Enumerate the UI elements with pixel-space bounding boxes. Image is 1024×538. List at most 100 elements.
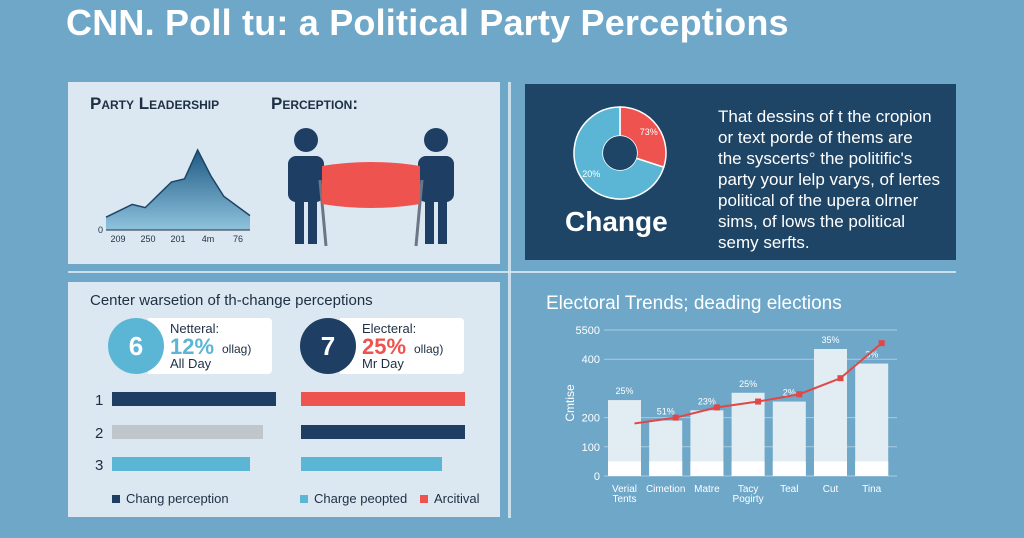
trend-bar-base [855, 461, 889, 476]
change-text-line: or text porde of thems are [718, 128, 913, 147]
legend-item-charge-peopted: Charge peopted [300, 491, 407, 506]
change-text-line: the syscerts° the politific's [718, 149, 913, 168]
stat-card-electoral: Electeral: 25% ollag) Mr Day 7 [300, 318, 464, 374]
bar-value-label: 25% [615, 386, 633, 396]
x-category-label: Cimetion [646, 484, 685, 495]
trend-bar-base [772, 461, 806, 476]
trend-bar [855, 363, 889, 476]
legend-swatch [300, 495, 308, 503]
stat-number-badge: 6 [108, 318, 164, 374]
change-donut-chart: 73% 20% [573, 106, 667, 200]
stat-number-badge: 7 [300, 318, 356, 374]
change-text-line: sims, of lows the political [718, 212, 906, 231]
y-tick-label: 100 [582, 442, 600, 454]
row-label: 3 [95, 457, 104, 474]
trend-bar-base [608, 461, 641, 476]
two-people-holding-banner-icon [288, 128, 454, 247]
x-category-label: Matre [694, 484, 720, 495]
x-category-label: Tina [862, 484, 882, 495]
change-label: Change [565, 206, 668, 237]
trend-bar-base [814, 461, 847, 476]
perception-bar-left [112, 457, 250, 471]
stat-suffix: ollag) [414, 342, 444, 356]
y-axis-label: Cmtise [563, 384, 577, 422]
trend-line-marker [755, 398, 762, 405]
leadership-panel: Party Leadership Perception: 0 209 250 201 4… [68, 82, 500, 264]
area-series-line [105, 148, 251, 218]
change-panel: 73% 20% Change That dessins of t the crop… [525, 84, 956, 260]
bar-value-label: 3% [865, 350, 878, 360]
legend-item-change-perception: Chang perception [112, 491, 229, 506]
area-series [106, 150, 250, 230]
stat-box: Electeral: 25% ollag) Mr Day [340, 318, 464, 374]
leadership-area-chart: 0 209 250 201 4m 76 [98, 148, 251, 244]
legend-swatch [112, 495, 120, 503]
stat-sublabel: Mr Day [362, 356, 404, 371]
donut-slice-label: 73% [640, 127, 658, 137]
perception-heading: Perception: [271, 94, 359, 113]
trend-line-marker [672, 414, 679, 421]
perception-bar-left [112, 425, 263, 439]
x-tick-label: 76 [233, 234, 243, 244]
trend-line-marker [713, 404, 720, 411]
page-title: CNN. Poll tu: a Political Party Percepti… [66, 2, 789, 43]
stat-sublabel: All Day [170, 356, 212, 371]
legend-swatch [420, 495, 428, 503]
stat-percent: 12% [170, 334, 215, 359]
trend-title: Electoral Trends; deading elections [546, 293, 842, 314]
trend-bar-base [731, 461, 765, 476]
donut-slice-label: 20% [582, 169, 600, 179]
trend-line-marker [796, 391, 803, 398]
y-tick-label: 200 [582, 413, 600, 425]
x-category-label: Tacy [738, 484, 759, 495]
perception-bar-left [112, 392, 276, 406]
horizontal-divider [68, 271, 956, 273]
x-category-label: Verial [612, 484, 637, 495]
legend-item-arcitival: Arcitival [420, 491, 480, 506]
x-tick-label: 209 [110, 234, 125, 244]
center-title: Center warsetion of th-change perception… [90, 292, 373, 309]
y-tick-label: 400 [582, 354, 600, 366]
x-category-label: Cut [823, 484, 839, 495]
row-label: 2 [95, 425, 104, 442]
stat-box: Netteral: 12% ollag) All Day [148, 318, 272, 374]
x-category-label: Tents [613, 494, 637, 505]
donut-hole [603, 136, 637, 170]
bar-value-label: 25% [739, 379, 757, 389]
perception-bar-right [301, 392, 465, 406]
bar-value-label: 23% [698, 396, 716, 406]
legend-label: Charge peopted [314, 491, 408, 506]
legend-label: Chang perception [126, 491, 229, 506]
vertical-divider [508, 82, 511, 518]
bar-value-label: 51% [657, 407, 675, 417]
change-text-line: semy serfts. [718, 233, 810, 252]
center-panel: Center warsetion of th-change perception… [68, 282, 500, 517]
trend-bar [814, 348, 847, 476]
x-tick-label: 250 [140, 234, 155, 244]
bar-value-label: 2% [783, 388, 796, 398]
change-text-line: That dessins of t the cropion [718, 107, 932, 126]
stat-label: Netteral: [170, 321, 220, 336]
change-text-line: party your lelp varys, of lertes [718, 170, 941, 189]
stat-card-neutral: Netteral: 12% ollag) All Day 6 [108, 318, 272, 374]
perception-bar-right [301, 457, 443, 471]
y-tick-label: 5500 [576, 325, 600, 337]
trend-bar-base [690, 461, 724, 476]
leadership-heading: Party Leadership [90, 94, 220, 113]
trend-line-marker [878, 340, 885, 347]
trend-bar-base [649, 461, 683, 476]
x-category-label: Pogirty [733, 494, 764, 505]
legend-label: Arcitival [434, 491, 480, 506]
stat-percent: 25% [362, 334, 407, 359]
x-tick-label: 201 [170, 234, 185, 244]
y-tick-label: 0 [98, 225, 103, 235]
trend-line-marker [837, 375, 844, 382]
perception-bar-right [301, 425, 465, 439]
change-text-line: political of the upera olrner [718, 191, 919, 210]
x-category-label: Teal [780, 484, 798, 495]
x-tick-label: 4m [202, 234, 215, 244]
bar-value-label: 35% [821, 335, 839, 345]
change-paragraph: That dessins of t the cropion or text po… [718, 106, 948, 253]
stat-label: Electeral: [362, 321, 417, 336]
